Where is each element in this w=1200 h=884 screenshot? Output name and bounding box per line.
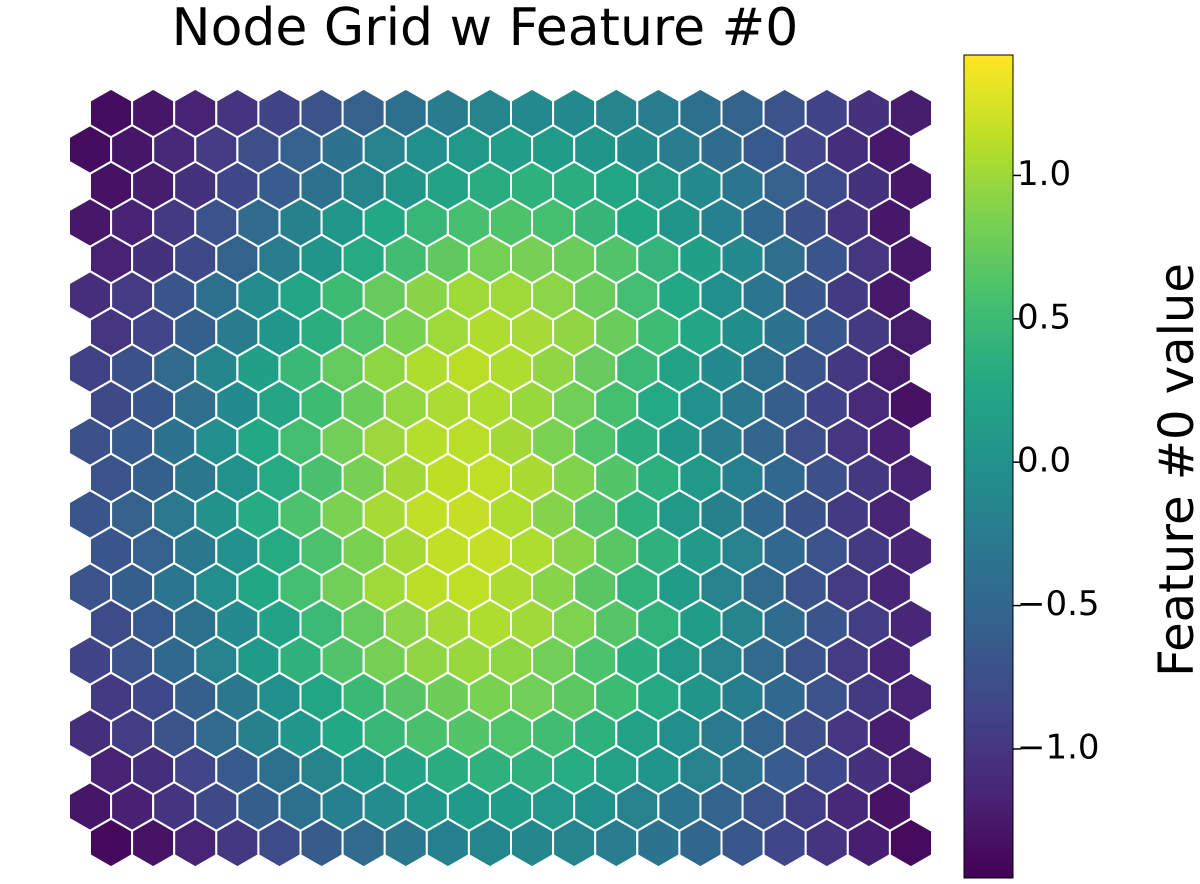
colorbar-tick-label: −0.5 bbox=[1017, 584, 1100, 624]
colorbar-tick-label: 1.0 bbox=[1017, 154, 1071, 194]
colorbar-gradient bbox=[963, 54, 1014, 879]
chart-title: Node Grid w Feature #0 bbox=[171, 0, 799, 58]
colorbar-tick-label: 0.0 bbox=[1017, 441, 1071, 481]
hex-grid bbox=[68, 87, 933, 869]
hex-node-r20-c19 bbox=[888, 817, 933, 869]
colorbar-label: Feature #0 value bbox=[1149, 263, 1200, 677]
colorbar-tick-label: 0.5 bbox=[1017, 297, 1071, 337]
colorbar-tick-label: −1.0 bbox=[1017, 727, 1100, 767]
